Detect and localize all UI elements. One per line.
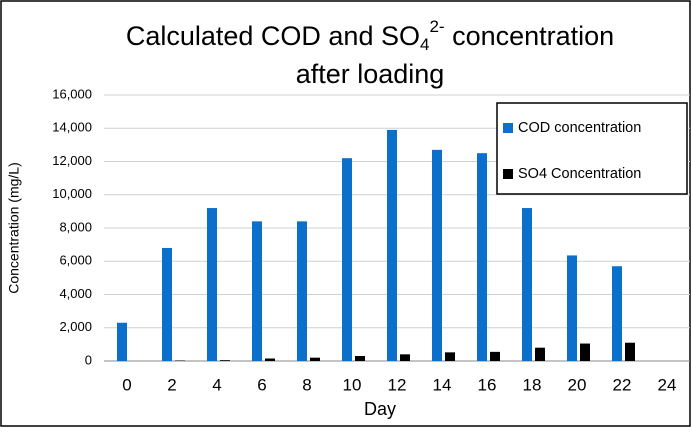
bar bbox=[432, 150, 442, 361]
chart-title: Calculated COD and SO42- concentration bbox=[126, 17, 614, 54]
bar bbox=[580, 344, 590, 361]
y-tick-label: 4,000 bbox=[59, 286, 92, 301]
bar bbox=[297, 221, 307, 361]
y-tick-label: 16,000 bbox=[52, 86, 92, 101]
y-tick-label: 0 bbox=[85, 352, 92, 367]
bar bbox=[342, 158, 352, 361]
x-tick-label: 4 bbox=[212, 375, 221, 394]
legend-swatch bbox=[503, 169, 513, 179]
bar bbox=[387, 130, 397, 361]
bar bbox=[567, 255, 577, 361]
bar bbox=[207, 208, 217, 361]
y-tick-label: 6,000 bbox=[59, 253, 92, 268]
title-text: Calculated COD and SO bbox=[126, 21, 420, 51]
bar bbox=[477, 153, 487, 361]
bar bbox=[252, 221, 262, 361]
y-tick-label: 2,000 bbox=[59, 319, 92, 334]
x-tick-label: 2 bbox=[167, 375, 176, 394]
bar bbox=[625, 343, 635, 361]
x-axis-label: Day bbox=[364, 399, 396, 419]
x-tick-label: 22 bbox=[613, 375, 632, 394]
x-tick-label: 18 bbox=[523, 375, 542, 394]
x-tick-label: 10 bbox=[343, 375, 362, 394]
bar bbox=[117, 323, 127, 361]
x-tick-label: 12 bbox=[388, 375, 407, 394]
x-tick-label: 6 bbox=[257, 375, 266, 394]
bar bbox=[162, 248, 172, 361]
bar bbox=[400, 354, 410, 361]
bar bbox=[535, 348, 545, 361]
x-tick-label: 0 bbox=[122, 375, 131, 394]
x-tick-label: 16 bbox=[478, 375, 497, 394]
x-tick-label: 8 bbox=[302, 375, 311, 394]
bar bbox=[220, 360, 230, 361]
bar bbox=[265, 359, 275, 361]
title-subscript: 4 bbox=[420, 35, 429, 54]
x-tick-label: 24 bbox=[658, 375, 677, 394]
y-tick-label: 14,000 bbox=[52, 120, 92, 135]
y-tick-label: 12,000 bbox=[52, 153, 92, 168]
x-tick-label: 14 bbox=[433, 375, 452, 394]
title-superscript: 2- bbox=[429, 17, 444, 36]
y-tick-label: 8,000 bbox=[59, 219, 92, 234]
legend-label: COD concentration bbox=[518, 120, 641, 136]
bar bbox=[612, 266, 622, 361]
y-axis-label: Concentration (mg/L) bbox=[6, 162, 22, 294]
chart-title: after loading bbox=[296, 59, 445, 89]
legend-swatch bbox=[503, 123, 513, 133]
bar bbox=[310, 358, 320, 361]
bar bbox=[445, 352, 455, 361]
bar bbox=[522, 208, 532, 361]
title-text: concentration bbox=[445, 21, 615, 51]
legend-label: SO4 Concentration bbox=[518, 166, 641, 182]
y-tick-label: 10,000 bbox=[52, 186, 92, 201]
bar bbox=[355, 356, 365, 361]
x-tick-label: 20 bbox=[568, 375, 587, 394]
bar bbox=[490, 352, 500, 361]
